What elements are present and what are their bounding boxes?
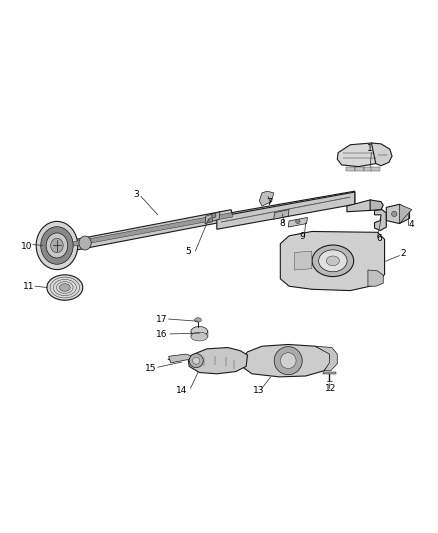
- Text: 15: 15: [145, 364, 157, 373]
- Polygon shape: [368, 270, 383, 286]
- Circle shape: [274, 346, 302, 375]
- Ellipse shape: [326, 256, 339, 265]
- Polygon shape: [71, 209, 233, 251]
- Circle shape: [208, 218, 213, 222]
- Polygon shape: [371, 143, 392, 166]
- Polygon shape: [337, 143, 381, 167]
- Ellipse shape: [312, 245, 354, 277]
- Ellipse shape: [47, 275, 83, 300]
- Text: 1: 1: [367, 144, 373, 153]
- Text: 14: 14: [176, 385, 187, 394]
- Circle shape: [296, 219, 300, 223]
- Text: 7: 7: [266, 198, 272, 207]
- Text: 17: 17: [156, 316, 168, 325]
- Polygon shape: [217, 192, 355, 229]
- Polygon shape: [370, 200, 383, 211]
- Ellipse shape: [194, 318, 201, 322]
- Polygon shape: [386, 204, 410, 223]
- Circle shape: [189, 354, 203, 368]
- Polygon shape: [323, 372, 336, 374]
- Polygon shape: [399, 204, 412, 223]
- Text: 5: 5: [185, 247, 191, 256]
- Polygon shape: [219, 191, 355, 217]
- Polygon shape: [259, 191, 274, 206]
- Polygon shape: [188, 348, 247, 374]
- Polygon shape: [347, 200, 376, 212]
- Polygon shape: [205, 212, 220, 223]
- Polygon shape: [280, 231, 385, 290]
- Text: 6: 6: [376, 233, 382, 243]
- Polygon shape: [315, 346, 337, 371]
- Text: 16: 16: [156, 330, 168, 339]
- Ellipse shape: [191, 327, 208, 336]
- Text: 11: 11: [23, 282, 34, 290]
- Polygon shape: [364, 167, 372, 171]
- Text: 8: 8: [279, 219, 286, 228]
- Ellipse shape: [41, 227, 73, 264]
- Text: 3: 3: [133, 190, 139, 199]
- Polygon shape: [242, 344, 331, 377]
- Ellipse shape: [79, 236, 91, 250]
- Ellipse shape: [60, 284, 70, 292]
- Polygon shape: [371, 167, 380, 171]
- Polygon shape: [169, 354, 191, 363]
- Ellipse shape: [36, 221, 78, 270]
- Polygon shape: [294, 251, 312, 270]
- Circle shape: [392, 211, 397, 216]
- Circle shape: [212, 214, 216, 218]
- Polygon shape: [191, 332, 208, 336]
- Polygon shape: [355, 167, 364, 171]
- Polygon shape: [71, 213, 233, 246]
- Text: 2: 2: [400, 249, 406, 258]
- Circle shape: [280, 353, 296, 368]
- Ellipse shape: [46, 233, 68, 258]
- Polygon shape: [346, 167, 355, 171]
- Ellipse shape: [191, 332, 208, 341]
- Polygon shape: [374, 209, 386, 231]
- Polygon shape: [288, 217, 307, 227]
- Ellipse shape: [318, 250, 347, 272]
- Ellipse shape: [51, 238, 63, 253]
- Text: 4: 4: [409, 220, 414, 229]
- Text: 12: 12: [325, 384, 336, 393]
- Polygon shape: [274, 209, 289, 219]
- Circle shape: [193, 357, 200, 364]
- Text: 13: 13: [253, 385, 264, 394]
- Text: 10: 10: [21, 243, 32, 251]
- Text: 9: 9: [299, 232, 305, 241]
